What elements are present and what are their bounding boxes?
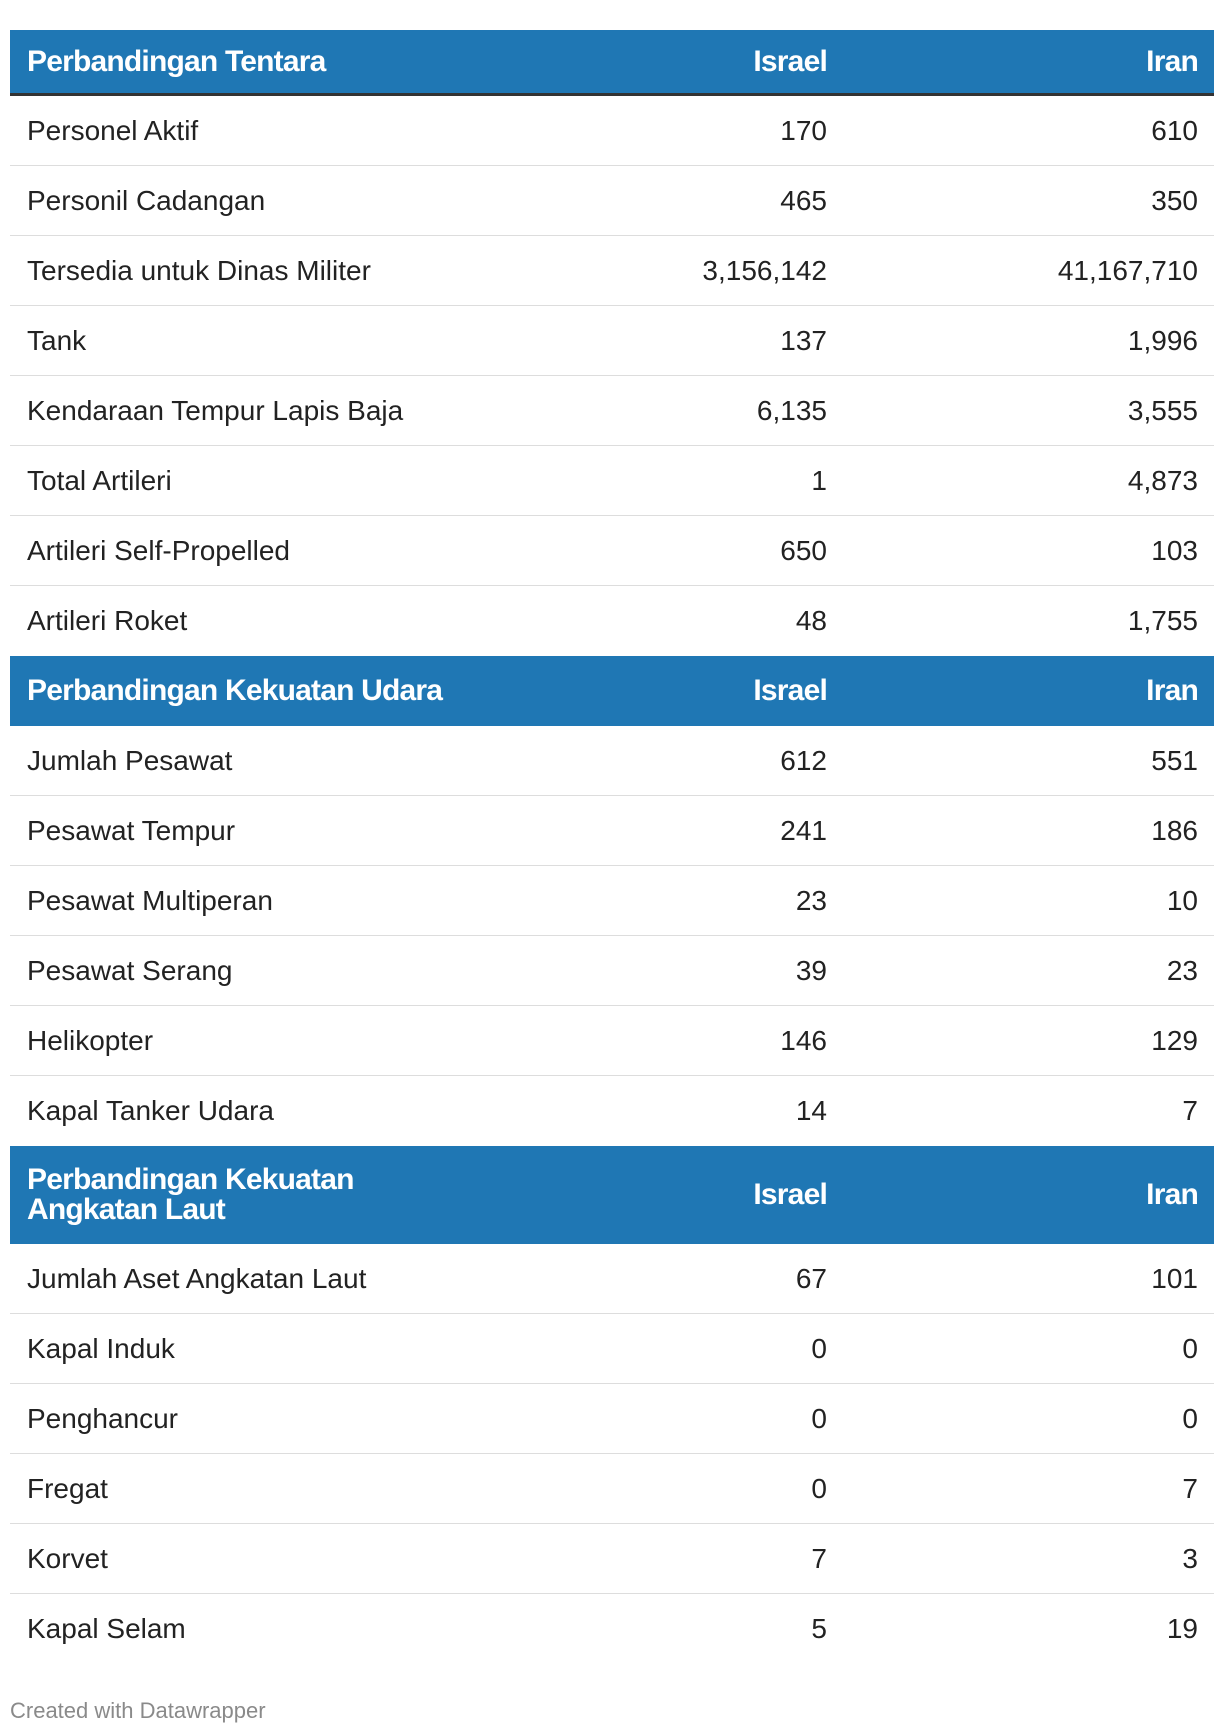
table-row: Tersedia untuk Dinas Militer 3,156,142 4… — [10, 236, 1214, 306]
section-header-army: Perbandingan Tentara Israel Iran — [10, 30, 1214, 96]
table-row: Tank 137 1,996 — [10, 306, 1214, 376]
row-label: Personel Aktif — [27, 114, 199, 146]
cell-iran: 1,996 — [1127, 324, 1198, 356]
cell-iran: 41,167,710 — [1057, 254, 1198, 286]
cell-iran: 1,755 — [1127, 605, 1198, 636]
cell-iran: 3 — [1182, 1542, 1198, 1574]
column-header-israel: Israel — [753, 1178, 827, 1211]
section-title-line: Perbandingan Kekuatan — [27, 1163, 354, 1196]
row-label: Jumlah Aset Angkatan Laut — [27, 1262, 367, 1294]
table-row: Kapal Selam 5 19 — [10, 1594, 1214, 1664]
cell-iran: 10 — [1166, 884, 1198, 916]
cell-israel: 5 — [811, 1613, 827, 1644]
row-label: Total Artileri — [27, 464, 172, 496]
table-row: Jumlah Pesawat 612 551 — [10, 726, 1214, 796]
cell-israel: 170 — [780, 114, 827, 146]
row-label: Artileri Roket — [27, 605, 188, 636]
table-row: Pesawat Tempur 241 186 — [10, 796, 1214, 866]
cell-iran: 4,873 — [1127, 464, 1198, 496]
cell-israel: 241 — [780, 814, 827, 846]
cell-iran: 101 — [1151, 1262, 1198, 1294]
column-header-iran: Iran — [1146, 674, 1199, 707]
row-label: Pesawat Tempur — [27, 814, 236, 846]
cell-israel: 3,156,142 — [702, 254, 827, 286]
table-row: Helikopter 146 129 — [10, 1006, 1214, 1076]
cell-israel: 650 — [780, 534, 827, 566]
comparison-table: Perbandingan Tentara Israel Iran Persone… — [10, 30, 1214, 1664]
table-row: Kapal Tanker Udara 14 7 — [10, 1076, 1214, 1146]
table-row: Pesawat Multiperan 23 10 — [10, 866, 1214, 936]
row-label: Penghancur — [27, 1402, 179, 1434]
cell-israel: 7 — [811, 1542, 827, 1574]
section-title: Perbandingan Tentara — [27, 44, 326, 78]
cell-iran: 610 — [1151, 114, 1198, 146]
column-header-iran: Iran — [1146, 44, 1199, 78]
row-label: Personil Cadangan — [27, 184, 266, 216]
cell-israel: 0 — [811, 1472, 827, 1504]
row-label: Korvet — [27, 1542, 108, 1574]
table-row: Pesawat Serang 39 23 — [10, 936, 1214, 1006]
section-title: Perbandingan Kekuatan Udara — [27, 674, 443, 707]
cell-israel: 23 — [795, 884, 827, 916]
cell-israel: 0 — [811, 1402, 827, 1434]
table-row: Penghancur 0 0 — [10, 1384, 1214, 1454]
column-header-iran: Iran — [1146, 1178, 1199, 1211]
row-label: Kapal Tanker Udara — [27, 1095, 274, 1126]
table-row: Kapal Induk 0 0 — [10, 1314, 1214, 1384]
footer-credit: Created with Datawrapper — [10, 1698, 266, 1723]
row-label: Kapal Selam — [27, 1613, 186, 1644]
table-row: Kendaraan Tempur Lapis Baja 6,135 3,555 — [10, 376, 1214, 446]
cell-israel: 465 — [780, 184, 827, 216]
table-row: Total Artileri 1 4,873 — [10, 446, 1214, 516]
cell-iran: 129 — [1151, 1024, 1198, 1056]
row-label: Tank — [27, 324, 87, 356]
table-row: Artileri Self-Propelled 650 103 — [10, 516, 1214, 586]
section-title-line: Angkatan Laut — [27, 1193, 226, 1226]
cell-iran: 19 — [1166, 1613, 1198, 1644]
cell-iran: 7 — [1182, 1095, 1198, 1126]
cell-iran: 23 — [1166, 954, 1198, 986]
cell-iran: 3,555 — [1127, 394, 1198, 426]
cell-israel: 612 — [780, 744, 827, 776]
section-header-navy: Perbandingan Kekuatan Angkatan Laut Isra… — [10, 1146, 1214, 1244]
cell-iran: 103 — [1151, 534, 1198, 566]
cell-iran: 186 — [1151, 814, 1198, 846]
row-label: Pesawat Multiperan — [27, 884, 273, 916]
section-header-air: Perbandingan Kekuatan Udara Israel Iran — [10, 656, 1214, 726]
row-label: Helikopter — [27, 1024, 154, 1056]
cell-israel: 48 — [795, 605, 827, 636]
table-row: Korvet 7 3 — [10, 1524, 1214, 1594]
row-label: Pesawat Serang — [27, 954, 233, 986]
cell-iran: 0 — [1182, 1402, 1198, 1434]
table-row: Artileri Roket 48 1,755 — [10, 586, 1214, 656]
cell-israel: 39 — [795, 954, 827, 986]
cell-israel: 146 — [780, 1024, 827, 1056]
cell-israel: 0 — [811, 1332, 827, 1364]
section-title: Perbandingan Kekuatan Angkatan Laut — [10, 1165, 570, 1225]
table-row: Fregat 0 7 — [10, 1454, 1214, 1524]
row-label: Kapal Induk — [27, 1332, 175, 1364]
row-label: Artileri Self-Propelled — [27, 534, 290, 566]
cell-israel: 6,135 — [756, 394, 827, 426]
cell-iran: 7 — [1182, 1472, 1198, 1504]
table-row: Jumlah Aset Angkatan Laut 67 101 — [10, 1244, 1214, 1314]
cell-israel: 137 — [780, 324, 827, 356]
row-label: Jumlah Pesawat — [27, 744, 233, 776]
cell-iran: 350 — [1151, 184, 1198, 216]
cell-iran: 551 — [1151, 744, 1198, 776]
column-header-israel: Israel — [753, 674, 827, 707]
cell-iran: 0 — [1182, 1332, 1198, 1364]
row-label: Fregat — [27, 1472, 108, 1504]
row-label: Kendaraan Tempur Lapis Baja — [27, 394, 404, 426]
table-row: Personil Cadangan 465 350 — [10, 166, 1214, 236]
row-label: Tersedia untuk Dinas Militer — [27, 254, 371, 286]
table-row: Personel Aktif 170 610 — [10, 96, 1214, 166]
column-header-israel: Israel — [753, 44, 827, 78]
cell-israel: 67 — [795, 1262, 827, 1294]
cell-israel: 1 — [811, 464, 827, 496]
cell-israel: 14 — [795, 1095, 827, 1126]
